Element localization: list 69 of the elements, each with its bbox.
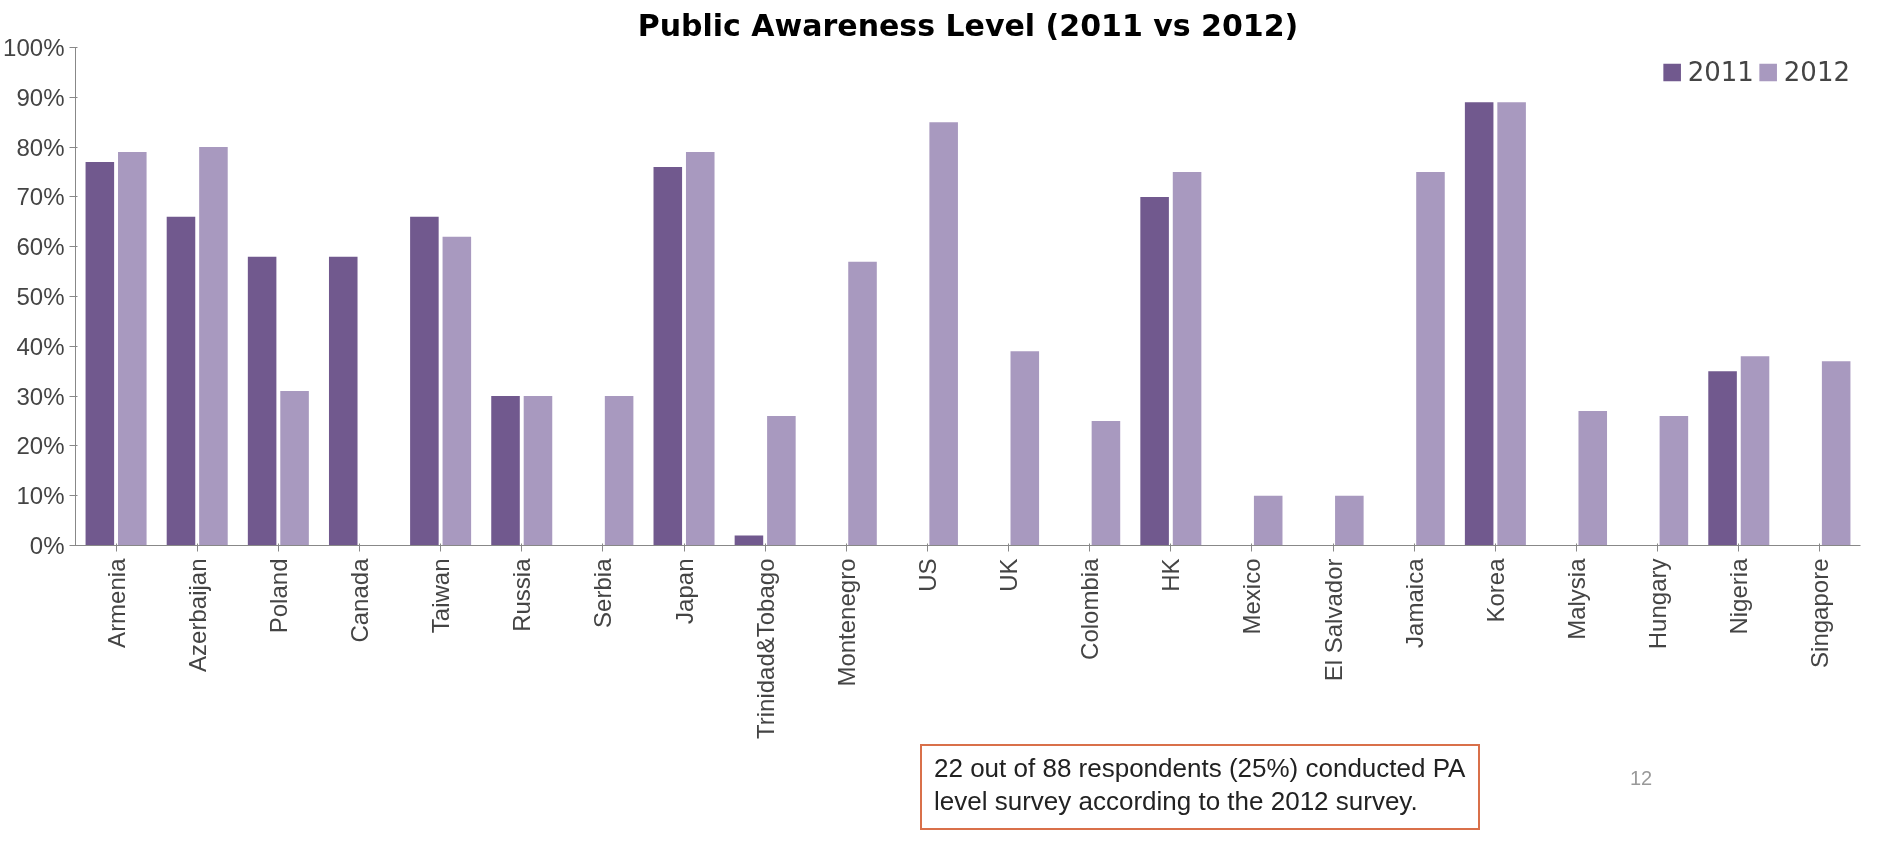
y-tick-label: 0% <box>29 532 65 559</box>
y-tick-label: 100% <box>3 34 65 61</box>
bar <box>523 396 553 546</box>
x-tick-label: Montenegro <box>832 558 860 687</box>
text: 12 <box>1630 766 1653 791</box>
legend-label: 2012 <box>1783 57 1850 87</box>
bar <box>442 236 472 546</box>
bar <box>280 391 309 546</box>
x-tick-label: Trinidad&Tobago <box>751 558 779 740</box>
y-tick-label: 20% <box>16 432 65 460</box>
bar <box>491 396 520 546</box>
y-tick-label: 80% <box>16 133 65 161</box>
bar <box>1821 361 1851 546</box>
y-tick-label: 60% <box>16 233 65 261</box>
bar <box>1708 371 1737 546</box>
x-tick-label: Korea <box>1481 557 1509 623</box>
x-tick-label: Hungary <box>1644 558 1672 650</box>
bar <box>199 147 228 546</box>
text: 22 out of 88 respondents (25%) conducted PA level survey according to the 2012 survey. <box>934 752 1466 817</box>
bar <box>848 261 877 546</box>
bar <box>1253 495 1283 546</box>
bar <box>1740 356 1770 546</box>
x-tick-label: Azerbaijan <box>183 558 211 672</box>
bar <box>1010 351 1040 546</box>
x-tick-label: Armenia <box>102 557 130 648</box>
x-tick-label: Russia <box>508 557 536 632</box>
y-tick-label: 30% <box>16 382 65 410</box>
bar <box>1416 172 1445 546</box>
x-tick-label: El Salvador <box>1319 558 1347 682</box>
x-tick-label: US <box>913 558 941 592</box>
y-tick-label: 70% <box>16 183 65 211</box>
chart-title: Public Awareness Level (2011 vs 2012) <box>637 7 1299 43</box>
bar <box>929 122 958 546</box>
x-tick-label: Poland <box>264 558 292 634</box>
x-tick-label: Japan <box>670 558 698 624</box>
bar <box>1172 172 1202 546</box>
bar <box>1578 411 1608 546</box>
bar <box>1659 416 1689 546</box>
y-tick-label: 50% <box>16 283 65 310</box>
x-tick-label: HK <box>1157 558 1185 592</box>
x-tick-label: Serbia <box>589 557 617 628</box>
x-tick-label: Nigeria <box>1725 557 1753 635</box>
bar <box>118 152 147 546</box>
bar <box>1091 421 1121 546</box>
x-tick-label: Taiwan <box>427 558 455 634</box>
bar <box>1140 196 1169 546</box>
y-tick-label: 10% <box>16 482 65 510</box>
bar <box>1497 102 1526 546</box>
x-tick-label: Jamaica <box>1400 557 1428 648</box>
bar <box>767 416 796 546</box>
bar <box>1335 495 1364 546</box>
y-tick-label: 90% <box>16 83 65 111</box>
bar <box>410 216 439 546</box>
x-tick-label: Colombia <box>1076 557 1104 660</box>
bar <box>1464 102 1494 546</box>
x-tick-label: Malysia <box>1563 557 1591 640</box>
x-tick-label: Mexico <box>1238 558 1266 635</box>
y-tick-label: 40% <box>16 332 65 360</box>
x-tick-label: UK <box>995 558 1023 592</box>
bar <box>328 256 358 546</box>
bar <box>166 216 196 546</box>
bar <box>85 162 115 546</box>
bar <box>685 152 715 546</box>
legend-label: 2011 <box>1687 57 1754 87</box>
bar <box>653 167 683 546</box>
bar <box>604 396 634 546</box>
x-tick-label: Canada <box>345 557 373 643</box>
x-tick-label: Singapore <box>1806 558 1834 668</box>
bar <box>247 256 277 546</box>
